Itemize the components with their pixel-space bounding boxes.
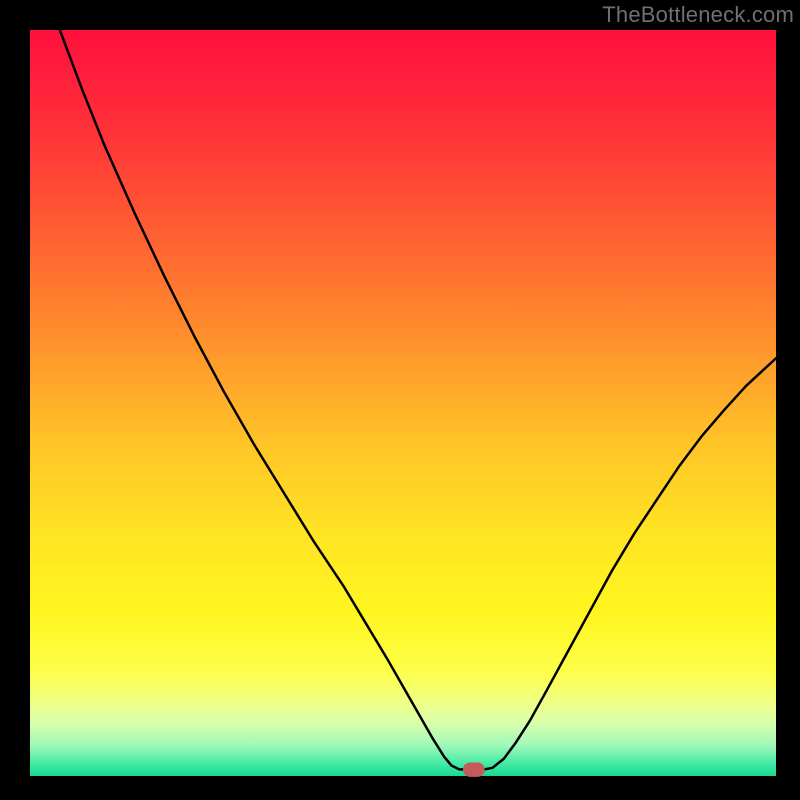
- chart-container: { "watermark": "TheBottleneck.com", "cha…: [0, 0, 800, 800]
- optimum-marker: [463, 763, 484, 776]
- plot-background: [30, 30, 776, 776]
- bottleneck-curve-chart: [0, 0, 800, 800]
- watermark-text: TheBottleneck.com: [602, 2, 794, 28]
